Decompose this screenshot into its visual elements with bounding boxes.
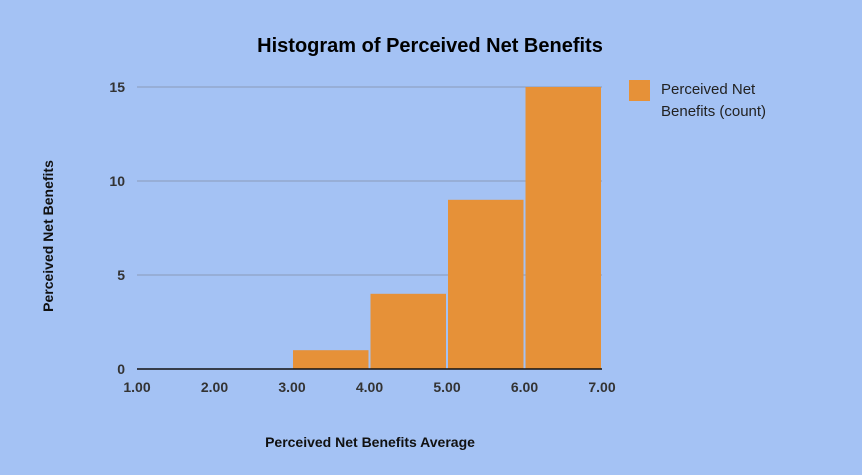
x-tick-label: 4.00 xyxy=(356,379,383,395)
x-axis-title: Perceived Net Benefits Average xyxy=(265,434,475,450)
histogram-bar xyxy=(370,293,446,369)
y-axis-ticks: 0 5 10 15 xyxy=(109,79,125,377)
y-tick-label: 10 xyxy=(109,173,125,189)
legend: Perceived Net Benefits (count) xyxy=(629,80,766,120)
histogram-bar xyxy=(448,199,524,369)
legend-label-line-1: Perceived Net xyxy=(661,81,756,98)
x-tick-label: 5.00 xyxy=(433,379,460,395)
legend-label-line-2: Benefits (count) xyxy=(661,103,766,120)
x-tick-label: 1.00 xyxy=(123,379,150,395)
gridlines xyxy=(137,86,602,276)
y-tick-label: 5 xyxy=(117,267,125,283)
x-tick-label: 6.00 xyxy=(511,379,538,395)
legend-swatch xyxy=(629,80,650,101)
histogram-bar xyxy=(525,87,601,369)
y-tick-label: 15 xyxy=(109,79,125,95)
chart-title: Histogram of Perceived Net Benefits xyxy=(257,35,603,57)
y-axis-title: Perceived Net Benefits xyxy=(40,160,56,312)
bars xyxy=(293,87,601,369)
histogram-bar xyxy=(293,350,369,369)
y-tick-label: 0 xyxy=(117,361,125,377)
x-tick-label: 2.00 xyxy=(201,379,228,395)
x-tick-label: 3.00 xyxy=(278,379,305,395)
x-axis-ticks: 1.00 2.00 3.00 4.00 5.00 6.00 7.00 xyxy=(123,379,615,395)
x-tick-label: 7.00 xyxy=(588,379,615,395)
